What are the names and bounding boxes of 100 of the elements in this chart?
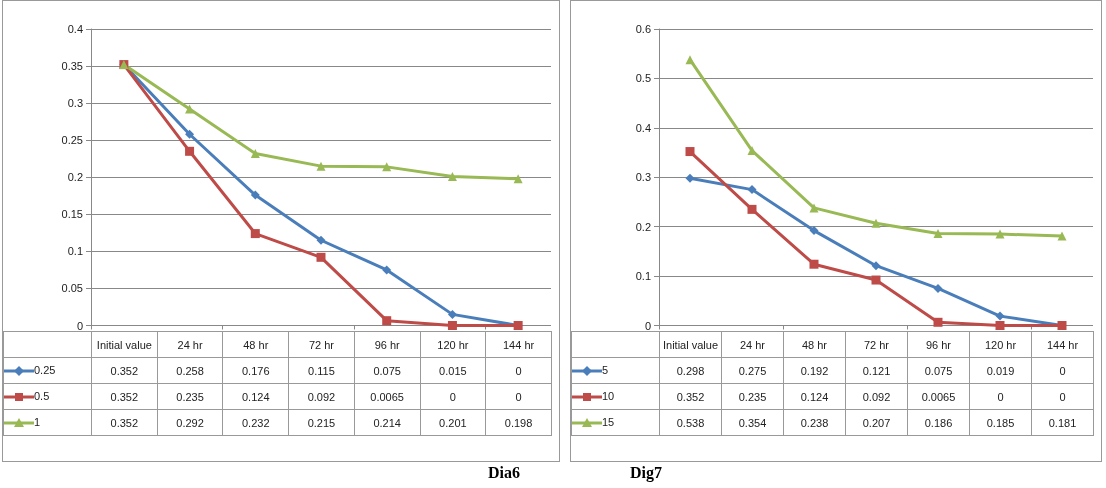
- y-tick-label: 0.2: [635, 220, 651, 233]
- point: [250, 149, 260, 159]
- y-tick-label: 0.1: [635, 270, 651, 283]
- y-tick-label: 0.05: [61, 282, 83, 295]
- point: [382, 265, 392, 275]
- point: [747, 185, 757, 195]
- x-tick-label: 120 hr: [969, 331, 1032, 358]
- point: [316, 252, 326, 262]
- point: [685, 173, 695, 183]
- x-tick-label: 72 hr: [845, 331, 908, 358]
- data-label: 0.232: [222, 409, 289, 436]
- data-label: 0.207: [845, 409, 908, 436]
- data-label: 0.201: [420, 409, 486, 436]
- point: [809, 226, 819, 236]
- legend-label: 15: [602, 415, 615, 428]
- data-label: 0.275: [721, 357, 784, 384]
- y-tick-label: 0.15: [61, 208, 83, 221]
- y-tick-label: 0.1: [67, 245, 83, 258]
- legend-label: 1: [34, 415, 41, 428]
- data-label: 0: [420, 383, 486, 410]
- data-label: 0.235: [157, 383, 223, 410]
- point: [809, 203, 819, 213]
- legend-label: 0.5: [34, 389, 50, 402]
- y-tick-label: 0: [644, 319, 651, 332]
- data-label: 0: [485, 383, 552, 410]
- x-tick-label: 24 hr: [721, 331, 784, 358]
- data-label: 0.198: [485, 409, 552, 436]
- x-tick-label: 48 hr: [222, 331, 289, 358]
- y-tick-label: 0.6: [635, 23, 651, 35]
- data-label: 0.292: [157, 409, 223, 436]
- data-label: 0: [485, 357, 552, 384]
- data-label: 0.352: [91, 357, 158, 384]
- data-label: 0.298: [659, 357, 722, 384]
- data-label: 0: [969, 383, 1032, 410]
- point: [995, 229, 1005, 239]
- data-label: 0.192: [783, 357, 846, 384]
- x-tick-label: 144 hr: [1031, 331, 1094, 358]
- point: [185, 146, 195, 156]
- y-tick-label: 0.4: [635, 121, 651, 134]
- data-label: 0.214: [354, 409, 421, 436]
- x-tick-label: 72 hr: [288, 331, 355, 358]
- text: Dia6: [488, 464, 520, 482]
- data-label: 0.015: [420, 357, 486, 384]
- y-tick-label: 0.25: [61, 134, 83, 147]
- point: [447, 172, 457, 182]
- data-label: 0.092: [845, 383, 908, 410]
- point: [871, 218, 881, 228]
- point: [1057, 231, 1067, 241]
- point: [809, 259, 819, 269]
- x-tick-label: 96 hr: [354, 331, 421, 358]
- data-label: 0: [1031, 357, 1094, 384]
- x-tick-label: 24 hr: [157, 331, 223, 358]
- legend-label: 10: [602, 389, 615, 402]
- x-tick-label: Initial value: [659, 331, 722, 358]
- data-label: 0.092: [288, 383, 355, 410]
- point: [933, 229, 943, 239]
- point: [250, 229, 260, 239]
- data-label: 0.538: [659, 409, 722, 436]
- x-tick-label: 144 hr: [485, 331, 552, 358]
- y-tick-label: 0.3: [635, 171, 651, 184]
- y-tick-label: 0: [76, 319, 83, 332]
- data-label: 0.019: [969, 357, 1032, 384]
- data-label: 0.0065: [354, 383, 421, 410]
- x-tick-label: Initial value: [91, 331, 158, 358]
- data-label: 0.075: [907, 357, 970, 384]
- point: [316, 161, 326, 171]
- legend-label: 5: [602, 363, 609, 376]
- point: [871, 275, 881, 285]
- point: [316, 235, 326, 245]
- data-label: 0.075: [354, 357, 421, 384]
- y-tick-label: 0.35: [61, 60, 83, 73]
- data-label: 0.176: [222, 357, 289, 384]
- x-tick-label: 48 hr: [783, 331, 846, 358]
- y-tick-label: 0.2: [67, 171, 83, 184]
- data-label: 0.124: [222, 383, 289, 410]
- point: [871, 261, 881, 271]
- data-label: 0.238: [783, 409, 846, 436]
- y-tick-label: 0.3: [67, 97, 83, 110]
- point: [185, 104, 195, 114]
- data-label: 0.186: [907, 409, 970, 436]
- point: [685, 147, 695, 157]
- data-label: 0: [1031, 383, 1094, 410]
- point: [995, 311, 1005, 321]
- data-label: 0.354: [721, 409, 784, 436]
- point: [250, 190, 260, 200]
- data-label: 0.121: [845, 357, 908, 384]
- point: [933, 317, 943, 327]
- data-label: 0.181: [1031, 409, 1094, 436]
- point: [747, 204, 757, 214]
- point: [933, 283, 943, 293]
- data-label: 0.352: [91, 383, 158, 410]
- data-label: 0.185: [969, 409, 1032, 436]
- point: [685, 55, 695, 65]
- x-tick-label: 120 hr: [420, 331, 486, 358]
- point: [447, 309, 457, 319]
- point: [995, 321, 1005, 330]
- x-tick-label: 96 hr: [907, 331, 970, 358]
- data-label: 0.352: [91, 409, 158, 436]
- text: Dig7: [630, 464, 662, 482]
- point: [382, 316, 392, 326]
